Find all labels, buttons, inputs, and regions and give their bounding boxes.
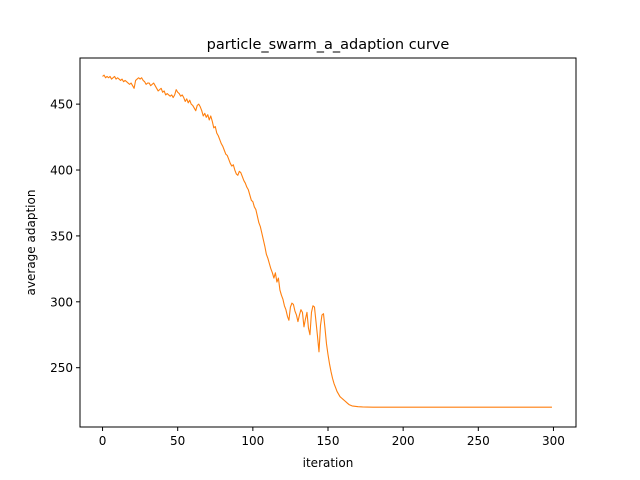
- chart-title: particle_swarm_a_adaption curve: [207, 37, 450, 53]
- y-tick-label: 400: [50, 164, 73, 178]
- x-tick-label: 150: [317, 434, 340, 448]
- x-axis-label: iteration: [303, 456, 354, 470]
- x-tick-label: 100: [241, 434, 264, 448]
- plot-area: [102, 74, 552, 408]
- series-line-0: [102, 74, 552, 408]
- y-tick-label: 450: [50, 98, 73, 112]
- x-tick-label: 250: [467, 434, 490, 448]
- y-axis: 250 300 350 400 450: [50, 98, 80, 375]
- y-axis-label: average adaption: [24, 190, 38, 296]
- x-tick-label: 50: [170, 434, 185, 448]
- x-axis: 0 50 100 150 200 250 300: [99, 427, 565, 448]
- x-tick-label: 200: [392, 434, 415, 448]
- x-tick-label: 0: [99, 434, 107, 448]
- y-tick-label: 350: [50, 229, 73, 243]
- x-tick-label: 300: [542, 434, 565, 448]
- y-tick-label: 300: [50, 295, 73, 309]
- y-tick-label: 250: [50, 361, 73, 375]
